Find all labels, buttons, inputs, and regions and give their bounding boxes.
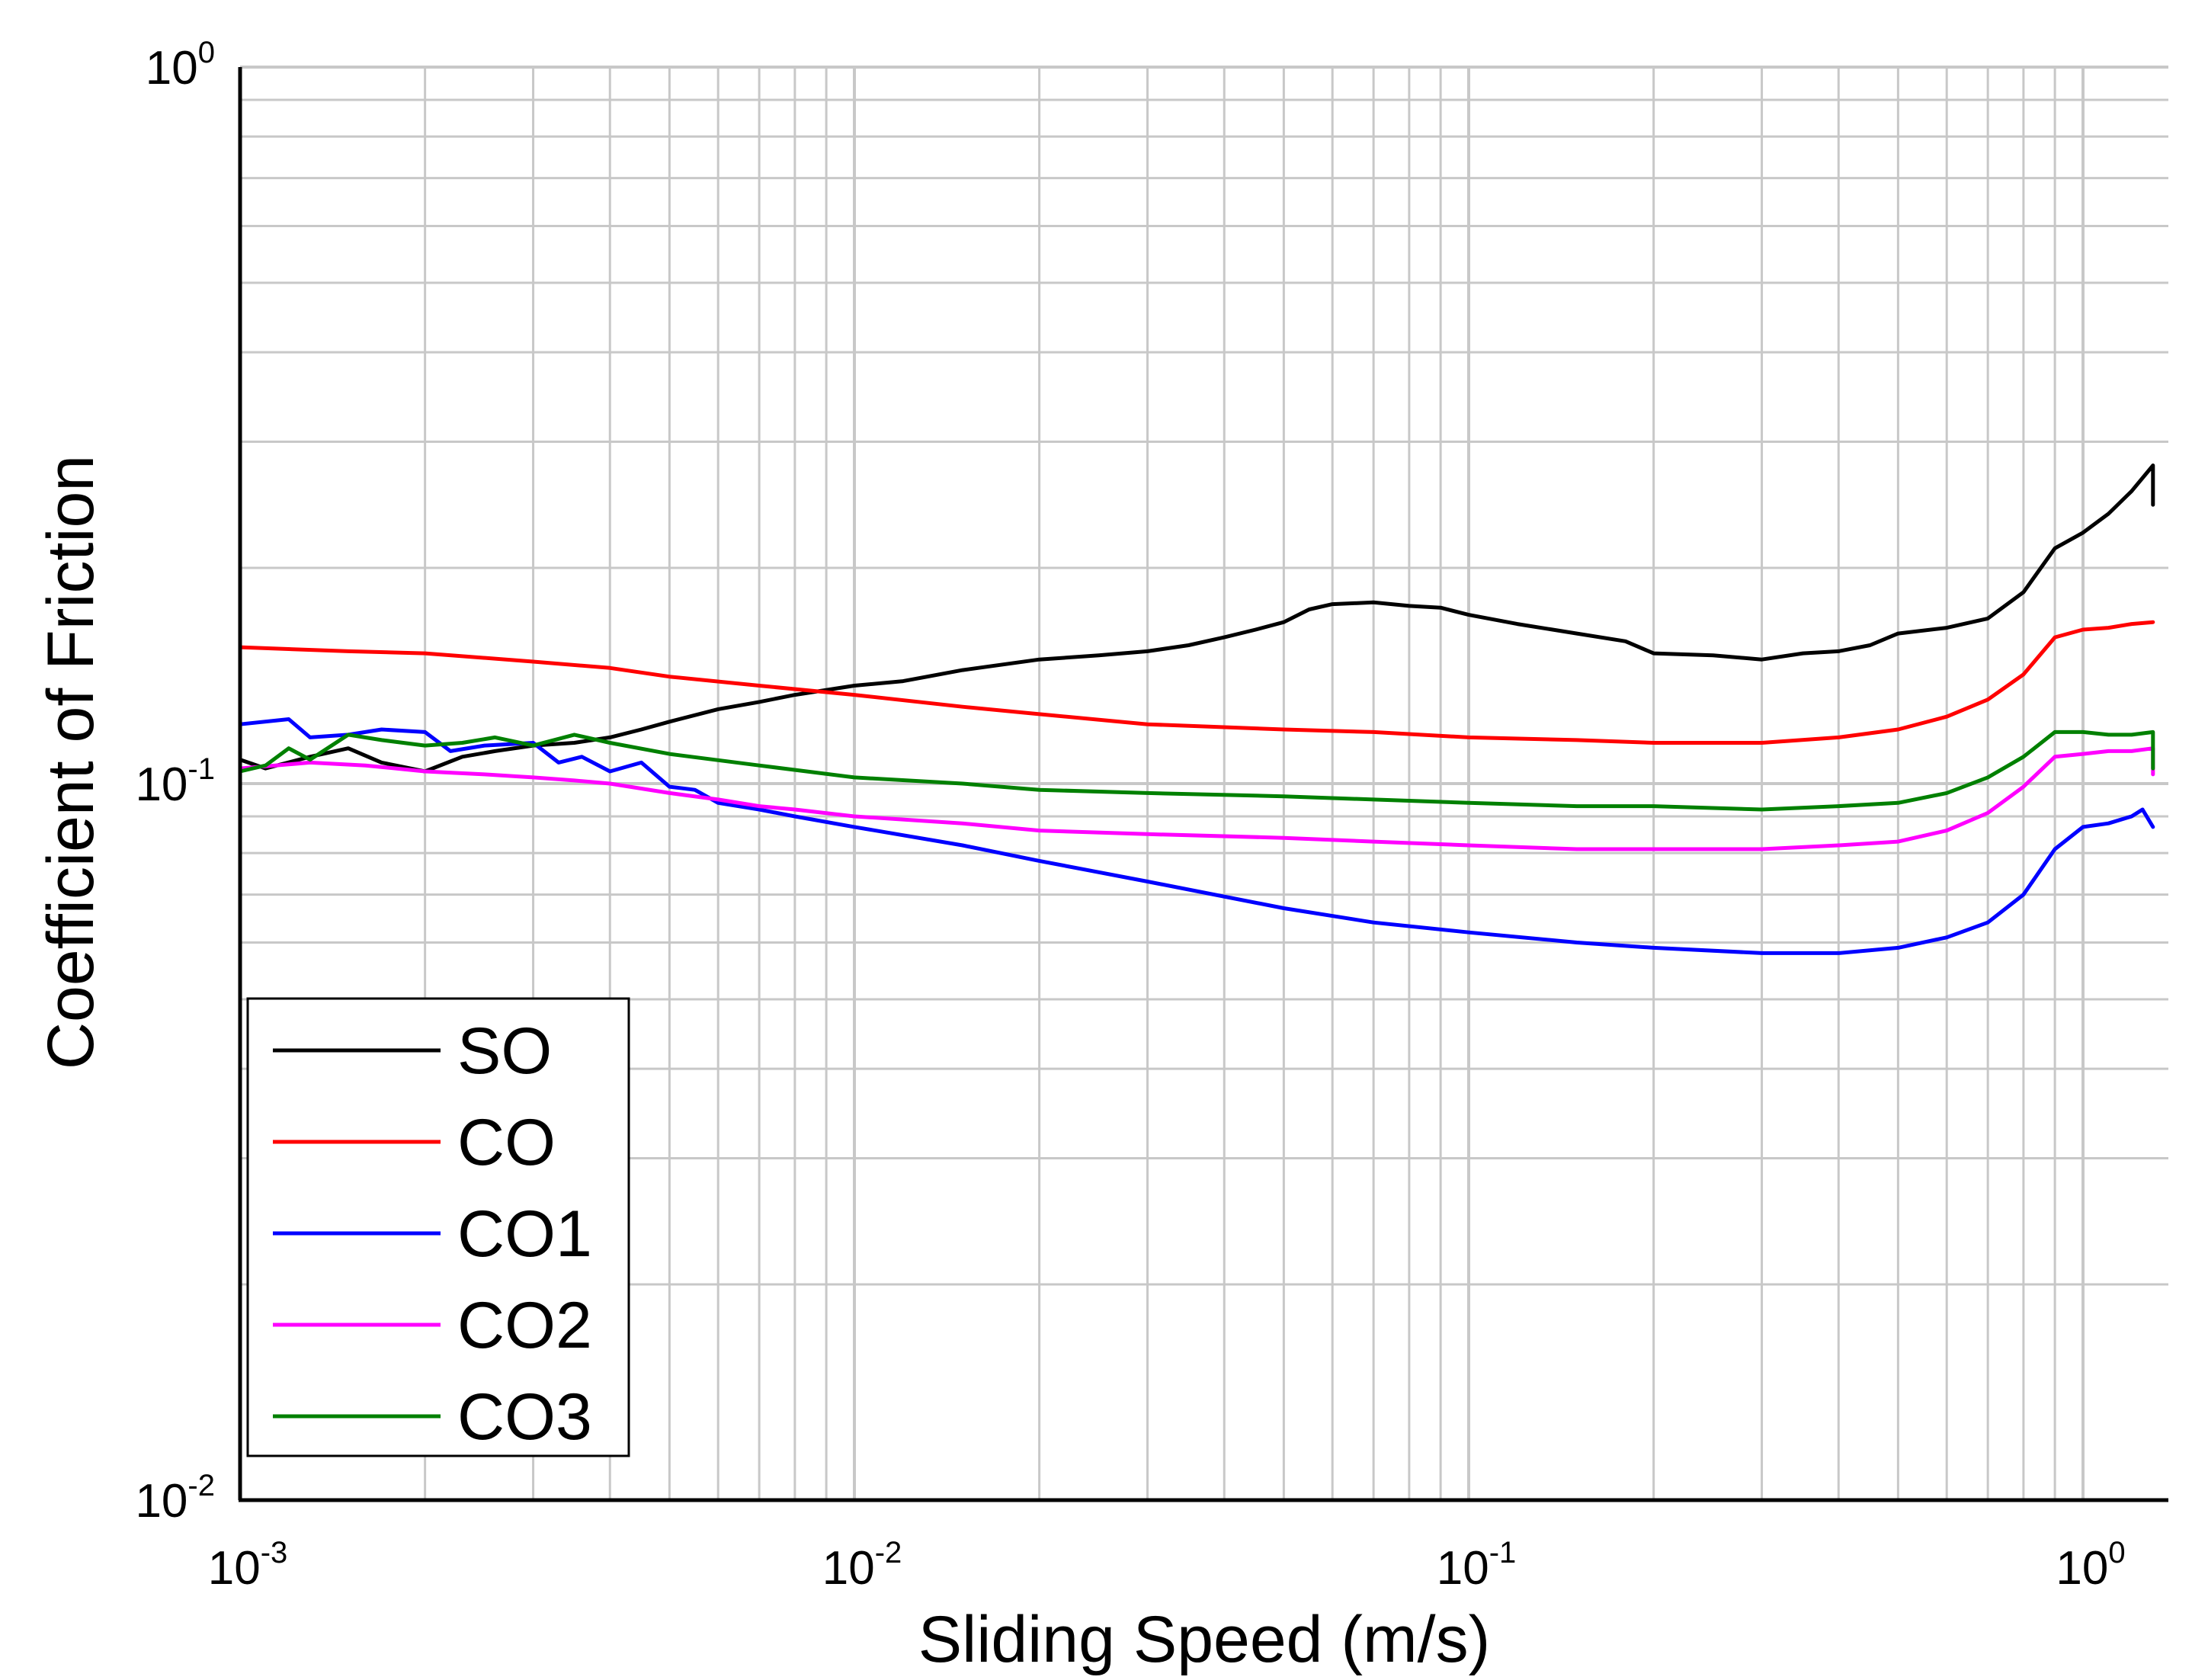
legend-label-co: CO	[457, 1106, 556, 1179]
series-line-so	[238, 463, 2155, 774]
legend-label-co2: CO2	[457, 1289, 592, 1362]
series-lines	[238, 463, 2155, 955]
legend-box	[246, 997, 630, 1457]
legend-label-co1: CO1	[457, 1197, 592, 1271]
x-tick-label: 10-1	[1437, 1536, 1517, 1595]
axes	[238, 67, 2168, 1502]
y-tick-label: 10-2	[135, 1469, 215, 1528]
legend: SO CO CO1 CO2 CO3	[246, 997, 630, 1457]
y-tick-label: 10-1	[135, 752, 215, 811]
legend-label-co3: CO3	[457, 1380, 592, 1454]
y-axis-title: Coefficient of Friction	[34, 455, 107, 1069]
x-tick-label: 10-3	[208, 1536, 288, 1595]
series-line-co2	[238, 746, 2155, 851]
y-tick-labels: 10-2 10-1 100	[135, 36, 215, 1528]
y-tick-label: 100	[146, 36, 215, 95]
series-line-co1	[238, 717, 2155, 955]
x-axis-title: Sliding Speed (m/s)	[918, 1603, 1490, 1676]
x-tick-label: 10-2	[822, 1536, 902, 1595]
series-line-co	[238, 620, 2155, 745]
x-tick-labels: 10-3 10-2 10-1 100	[208, 1536, 2126, 1595]
legend-label-so: SO	[457, 1015, 552, 1088]
series-line-co3	[238, 729, 2155, 812]
x-tick-label: 100	[2056, 1536, 2125, 1595]
